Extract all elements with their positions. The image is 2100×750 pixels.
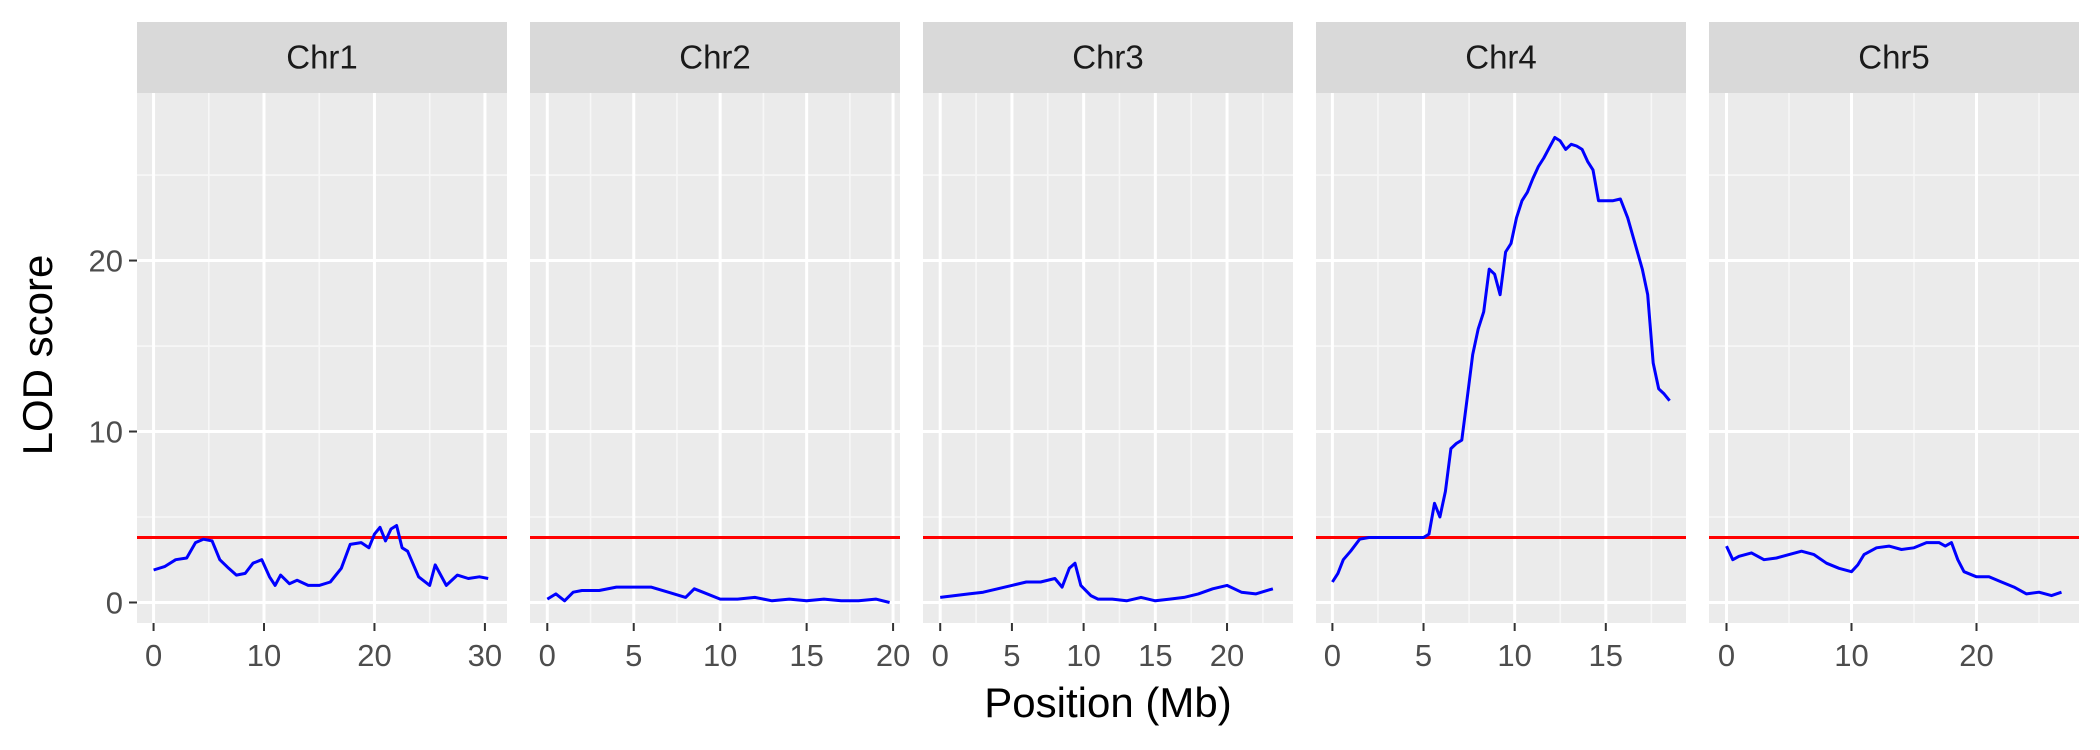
panel-background — [530, 93, 900, 623]
panel-background — [137, 93, 507, 623]
strip-background — [530, 22, 900, 93]
x-tick-label: 10 — [247, 638, 281, 673]
x-tick-label: 0 — [145, 638, 162, 673]
x-tick-label: 10 — [1497, 638, 1531, 673]
x-tick-label: 30 — [468, 638, 502, 673]
lod-curve-chr2 — [546, 585, 890, 604]
strip-background — [1316, 22, 1686, 93]
lod-curve-chr4 — [1331, 136, 1671, 583]
x-tick-label: 20 — [1210, 638, 1244, 673]
x-tick-label: 0 — [1718, 638, 1735, 673]
panel-chr3: Chr3 0 5 10 15 20 — [923, 22, 1293, 673]
panel-chr4: Chr4 0 5 10 15 — [1316, 22, 1686, 673]
panel-background — [923, 93, 1293, 623]
strip-label-chr2: Chr2 — [679, 39, 751, 76]
x-tick-label: 20 — [357, 638, 391, 673]
x-tick-label: 5 — [625, 638, 642, 673]
lod-curve-chr1 — [153, 524, 489, 587]
y-tick-label: 10 — [89, 415, 123, 450]
strip-background — [1709, 22, 2079, 93]
x-tick-label: 0 — [1324, 638, 1341, 673]
strip-label-chr3: Chr3 — [1072, 39, 1144, 76]
strip-label-chr4: Chr4 — [1465, 39, 1537, 76]
strip-background — [923, 22, 1293, 93]
x-tick-label: 10 — [1066, 638, 1100, 673]
y-axis-title: LOD score — [14, 255, 61, 456]
x-tick-label: 0 — [539, 638, 556, 673]
lod-curve-chr3 — [940, 561, 1274, 603]
panel-chr5: Chr5 0 10 20 — [1709, 22, 2079, 673]
panel-chr2: Chr2 0 5 10 15 20 — [530, 22, 910, 673]
x-tick-label: 5 — [1415, 638, 1432, 673]
panel-background — [1316, 93, 1686, 623]
x-tick-label: 15 — [1589, 638, 1623, 673]
strip-label-chr5: Chr5 — [1858, 39, 1930, 76]
x-tick-label: 15 — [789, 638, 823, 673]
x-tick-label: 10 — [1834, 638, 1868, 673]
x-tick-label: 10 — [703, 638, 737, 673]
x-tick-label: 5 — [1003, 638, 1020, 673]
panel-background — [1709, 93, 2079, 623]
y-tick-label: 0 — [106, 585, 123, 620]
x-axis-title: Position (Mb) — [984, 679, 1231, 726]
x-tick-label: 20 — [1959, 638, 1993, 673]
x-tick-label: 0 — [932, 638, 949, 673]
chart-panels: Chr1 0 10 20 30 0 10 20 Chr2 0 5 10 15 20 Chr3 0 5 10 15 20… — [89, 22, 2079, 673]
strip-background — [137, 22, 507, 93]
lod-curve-chr5 — [1725, 541, 2062, 598]
x-tick-label: 15 — [1138, 638, 1172, 673]
x-tick-label: 20 — [876, 638, 910, 673]
y-tick-label: 20 — [89, 244, 123, 279]
strip-label-chr1: Chr1 — [286, 39, 358, 76]
panel-chr1: Chr1 0 10 20 30 0 10 20 — [89, 22, 507, 673]
